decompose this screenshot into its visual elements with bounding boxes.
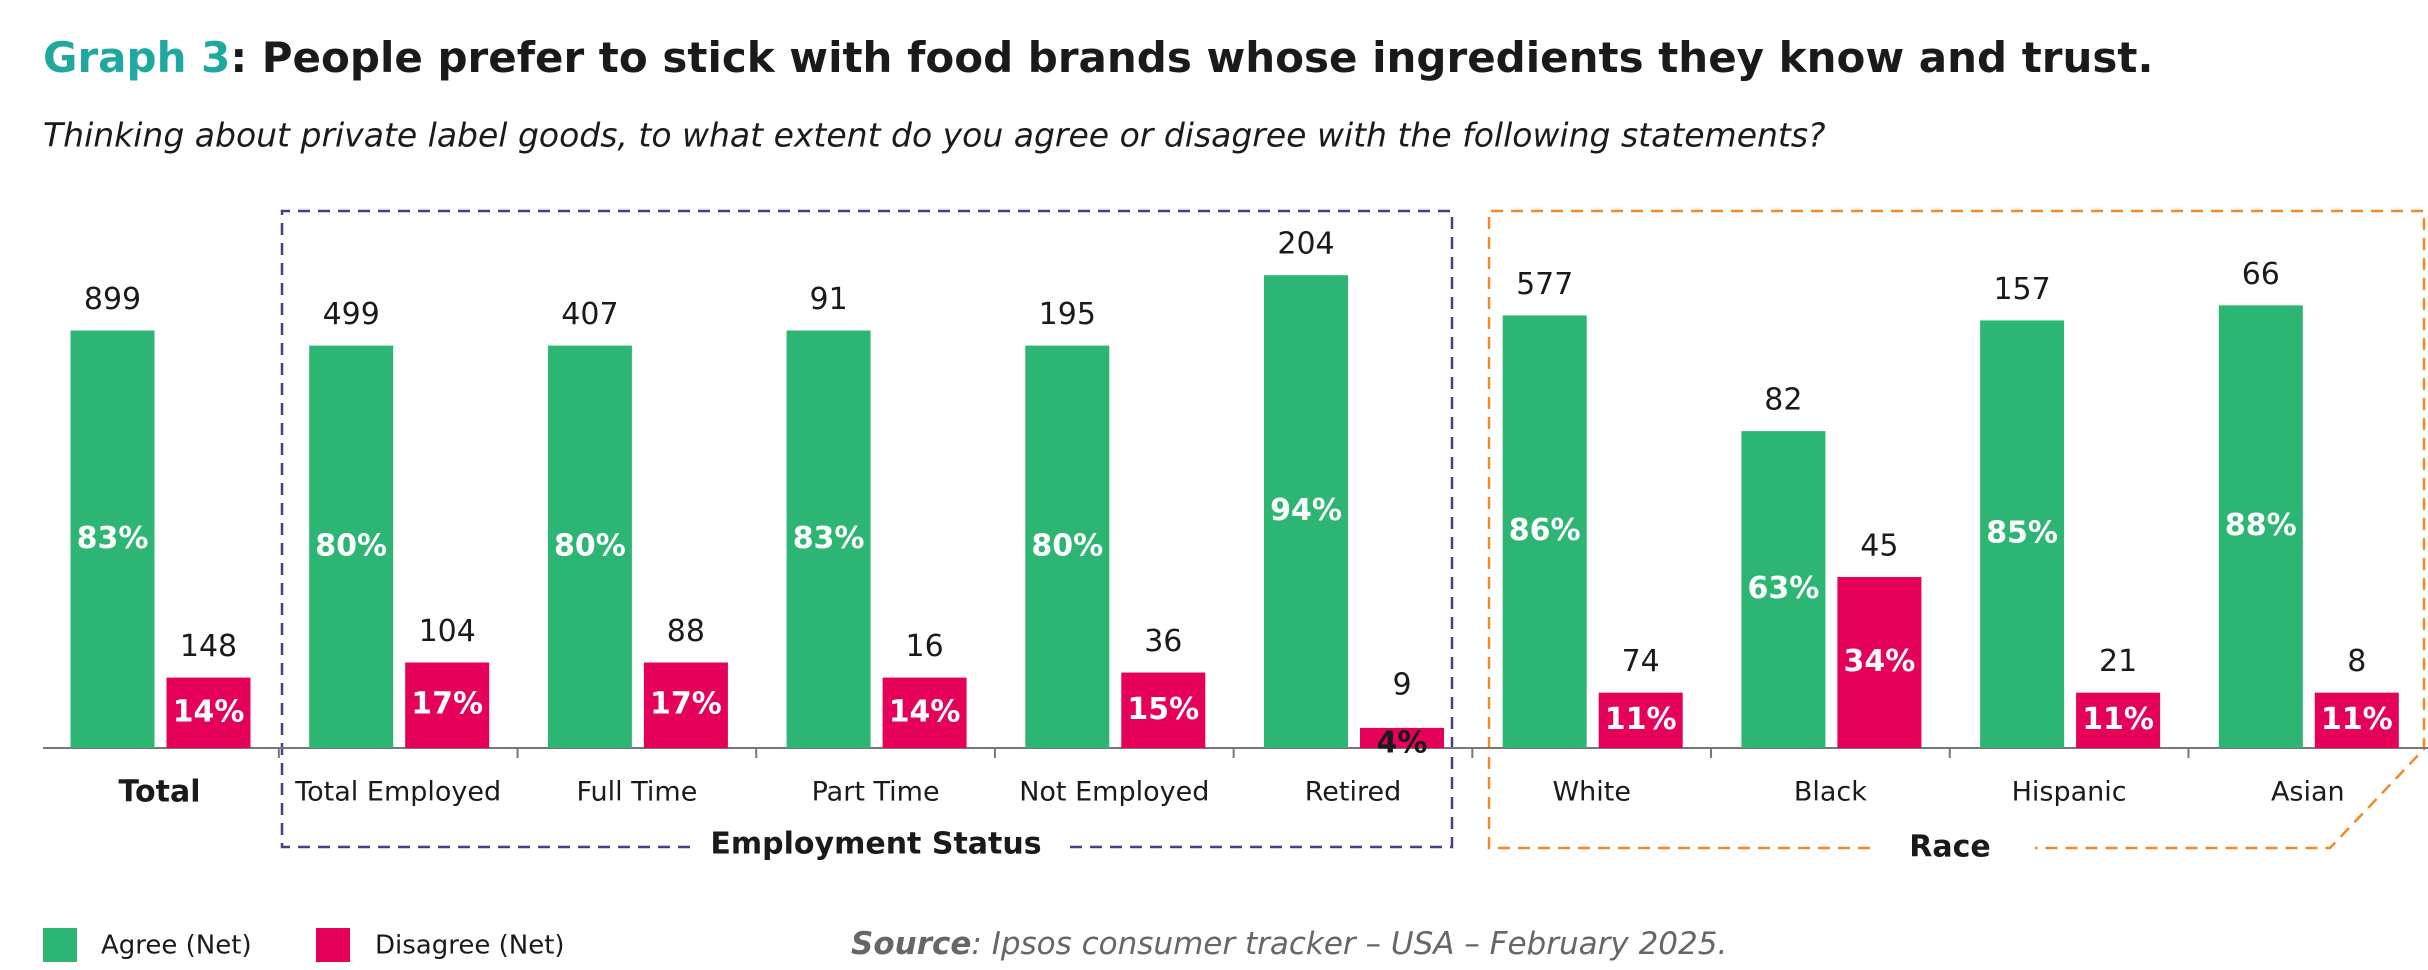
- employment-group-box: [280, 209, 1454, 849]
- count-label: 204: [1277, 227, 1334, 262]
- x-tick-label: Total Employed: [294, 777, 501, 808]
- count-label: 21: [2099, 644, 2137, 679]
- legend-swatch: [316, 928, 350, 962]
- value-label: 11%: [1605, 702, 1677, 737]
- value-label: 80%: [554, 528, 626, 563]
- bar: [1121, 672, 1206, 748]
- bar: [70, 330, 155, 748]
- count-label: 36: [1144, 624, 1182, 659]
- bar: [547, 345, 632, 748]
- bar: [786, 330, 871, 748]
- value-label: 11%: [2321, 702, 2393, 737]
- value-label: 80%: [315, 528, 387, 563]
- count-label: 82: [1764, 383, 1802, 418]
- count-label: 148: [180, 629, 237, 664]
- count-label: 9: [1392, 667, 1411, 702]
- value-label: 83%: [77, 521, 149, 556]
- count-label: 8: [2347, 644, 2366, 679]
- bar: [1025, 345, 1110, 748]
- value-label: 14%: [889, 694, 961, 729]
- source-label: Source: [851, 926, 971, 962]
- x-tick-label: White: [1552, 777, 1631, 808]
- bar: [1837, 576, 1922, 748]
- bar: [1598, 692, 1683, 748]
- legend-label: Agree (Net): [101, 931, 252, 961]
- bar: [166, 677, 251, 748]
- count-label: 104: [419, 614, 476, 649]
- bar: [2314, 692, 2399, 748]
- group-label: Race: [1909, 830, 1990, 865]
- source: Source: Ipsos consumer tracker – USA – F…: [851, 926, 1727, 962]
- legend-label: Disagree (Net): [375, 931, 565, 961]
- value-label: 88%: [2225, 508, 2297, 543]
- value-label: 86%: [1509, 513, 1581, 548]
- x-tick-label: Total: [119, 775, 201, 810]
- value-label: 4%: [1377, 725, 1428, 760]
- source-text: : Ipsos consumer tracker – USA – Februar…: [971, 926, 1727, 962]
- race-group-box: [1487, 209, 2426, 850]
- x-tick-label: Black: [1794, 777, 1867, 808]
- x-tick-label: Part Time: [812, 777, 940, 808]
- bar: [2218, 305, 2303, 748]
- count-label: 16: [906, 629, 944, 664]
- x-tick-label: Asian: [2271, 777, 2345, 808]
- subtitle: Thinking about private label goods, to w…: [43, 116, 1826, 155]
- count-label: 45: [1860, 528, 1898, 563]
- count-label: 499: [323, 297, 380, 332]
- bar: [1980, 320, 2065, 748]
- value-label: 14%: [173, 694, 245, 729]
- x-tick-label: Full Time: [576, 777, 697, 808]
- value-label: 17%: [650, 687, 722, 722]
- value-label: 63%: [1747, 571, 1819, 606]
- bar: [882, 677, 967, 748]
- title-prefix: Graph 3: [43, 33, 230, 82]
- value-label: 83%: [793, 521, 865, 556]
- count-label: 577: [1516, 267, 1573, 302]
- legend-swatch: [43, 928, 77, 962]
- title-text: : People prefer to stick with food brand…: [230, 33, 2153, 82]
- value-label: 34%: [1843, 644, 1915, 679]
- bar: [2076, 692, 2161, 748]
- bar: [1741, 431, 1826, 748]
- count-label: 91: [810, 282, 848, 317]
- count-label: 899: [84, 282, 141, 317]
- value-label: 85%: [1986, 516, 2058, 551]
- bar: [309, 345, 394, 748]
- count-label: 157: [1993, 272, 2050, 307]
- value-label: 11%: [2082, 702, 2154, 737]
- bar: [1264, 275, 1348, 748]
- bar: [1360, 727, 1444, 748]
- x-tick-label: Retired: [1305, 777, 1402, 808]
- count-label: 74: [1622, 644, 1660, 679]
- value-label: 17%: [411, 687, 483, 722]
- x-tick-label: Hispanic: [2012, 777, 2127, 808]
- value-label: 94%: [1270, 493, 1342, 528]
- chart-title: Graph 3: People prefer to stick with foo…: [43, 33, 2153, 82]
- x-tick-label: Not Employed: [1019, 777, 1209, 808]
- bar: [405, 662, 490, 748]
- count-label: 195: [1039, 297, 1096, 332]
- count-label: 88: [667, 614, 705, 649]
- bar: [643, 662, 728, 748]
- bar: [1502, 315, 1587, 748]
- count-label: 66: [2242, 257, 2280, 292]
- value-label: 80%: [1031, 528, 1103, 563]
- count-label: 407: [561, 297, 618, 332]
- group-label: Employment Status: [710, 827, 1041, 862]
- value-label: 15%: [1127, 692, 1199, 727]
